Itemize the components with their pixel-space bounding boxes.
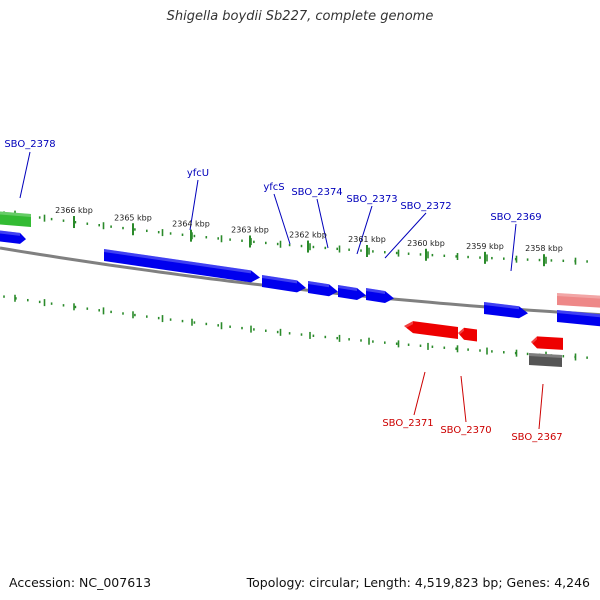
gene-gray-body <box>529 353 562 367</box>
leader-forward <box>510 223 517 272</box>
gene-sbo2371-highlight <box>404 321 413 329</box>
gene-sbo2370 <box>458 327 477 342</box>
leader-forward <box>189 179 199 231</box>
gene-sbo2367-highlight <box>531 336 537 345</box>
gene-sbo2370-body <box>458 327 477 342</box>
gene-label-reverse: SBO_2367 <box>511 432 562 443</box>
map-title: Shigella boydii Sb227, complete genome <box>166 9 434 24</box>
gene-green-highlight <box>0 211 31 217</box>
gene-label-reverse: SBO_2371 <box>382 418 433 429</box>
scale-label: 2361 kbp <box>348 235 386 244</box>
gene-sbo2372-highlight <box>366 288 385 294</box>
gene-pseudo-body <box>557 293 600 308</box>
gene-label-forward: yfcS <box>263 182 284 193</box>
labels: 2366 kbp 2365 kbp 2364 kbp 2363 kbp 2362 kbp… <box>4 139 563 443</box>
scale-label: 2360 kbp <box>407 239 445 248</box>
gene-yfcS <box>262 275 306 293</box>
backbone-line <box>0 246 600 317</box>
scale-label: 2358 kbp <box>525 244 563 253</box>
scale-label: 2365 kbp <box>114 213 152 222</box>
gene-forward-edge <box>557 310 600 327</box>
gene-label-forward: SBO_2374 <box>291 187 342 198</box>
gene-sbo2378-end <box>0 230 26 244</box>
gene-label-forward: SBO_2369 <box>490 212 541 223</box>
scale-label: 2362 kbp <box>289 231 327 240</box>
leader-forward <box>356 205 373 255</box>
gene-yfcS-body <box>262 275 306 293</box>
scale-label: 2366 kbp <box>55 206 93 215</box>
gene-features <box>0 211 600 367</box>
scale-ticks <box>3 210 588 361</box>
label-leaders <box>19 151 544 430</box>
gene-sbo2367 <box>531 336 563 350</box>
gene-yfcU-body <box>104 249 260 283</box>
gene-green <box>0 211 31 227</box>
gene-sbo2371-body <box>404 321 458 340</box>
gene-sbo2372-body <box>366 288 394 303</box>
gene-sbo2373-highlight <box>338 285 357 291</box>
gene-sbo2371 <box>404 321 458 340</box>
gene-sbo2374-highlight <box>308 281 329 288</box>
leader-forward <box>316 198 329 249</box>
gene-label-reverse: SBO_2370 <box>440 425 491 436</box>
gene-pseudo-highlight <box>557 293 600 299</box>
gene-forward-edge-highlight <box>557 310 600 318</box>
gene-gray-highlight <box>529 353 562 358</box>
gene-sbo2374-body <box>308 281 338 297</box>
gene-sbo2374 <box>308 281 338 297</box>
gene-yfcU <box>104 249 260 283</box>
gene-label-forward: yfcU <box>187 168 209 179</box>
leader-forward <box>384 212 427 259</box>
gene-sbo2378-end-highlight <box>0 230 20 236</box>
gene-sbo2373-body <box>338 285 366 300</box>
gene-sbo2378-end-body <box>0 230 26 244</box>
gene-sbo2372 <box>366 288 394 303</box>
gene-sbo2369 <box>484 302 528 319</box>
genome-summary-text: Topology: circular; Length: 4,519,823 bp… <box>246 575 590 590</box>
scale-label: 2359 kbp <box>466 242 504 251</box>
leader-reverse <box>460 375 467 423</box>
gene-sbo2370-highlight <box>458 327 464 336</box>
gene-sbo2369-highlight <box>484 302 519 310</box>
gene-sbo2373 <box>338 285 366 300</box>
leader-reverse <box>413 371 426 416</box>
gene-yfcU-highlight <box>104 249 251 274</box>
gene-yfcS-highlight <box>262 275 297 284</box>
leader-forward <box>19 151 31 199</box>
gene-sbo2369-body <box>484 302 528 319</box>
gene-forward-edge-body <box>557 310 600 327</box>
gene-pseudo <box>557 293 600 308</box>
gene-green-body <box>0 211 31 227</box>
gene-gray <box>529 353 562 367</box>
scale-label: 2364 kbp <box>172 220 210 229</box>
gene-label-forward: SBO_2372 <box>400 201 451 212</box>
genome-backbone <box>0 246 600 317</box>
gene-label-forward: SBO_2373 <box>346 194 397 205</box>
gene-sbo2367-body <box>531 336 563 350</box>
scale-label: 2363 kbp <box>231 226 269 235</box>
gene-label-forward: SBO_2378 <box>4 139 55 150</box>
leader-reverse <box>538 383 544 430</box>
leader-forward <box>273 193 291 245</box>
accession-text: Accession: NC_007613 <box>9 575 152 590</box>
